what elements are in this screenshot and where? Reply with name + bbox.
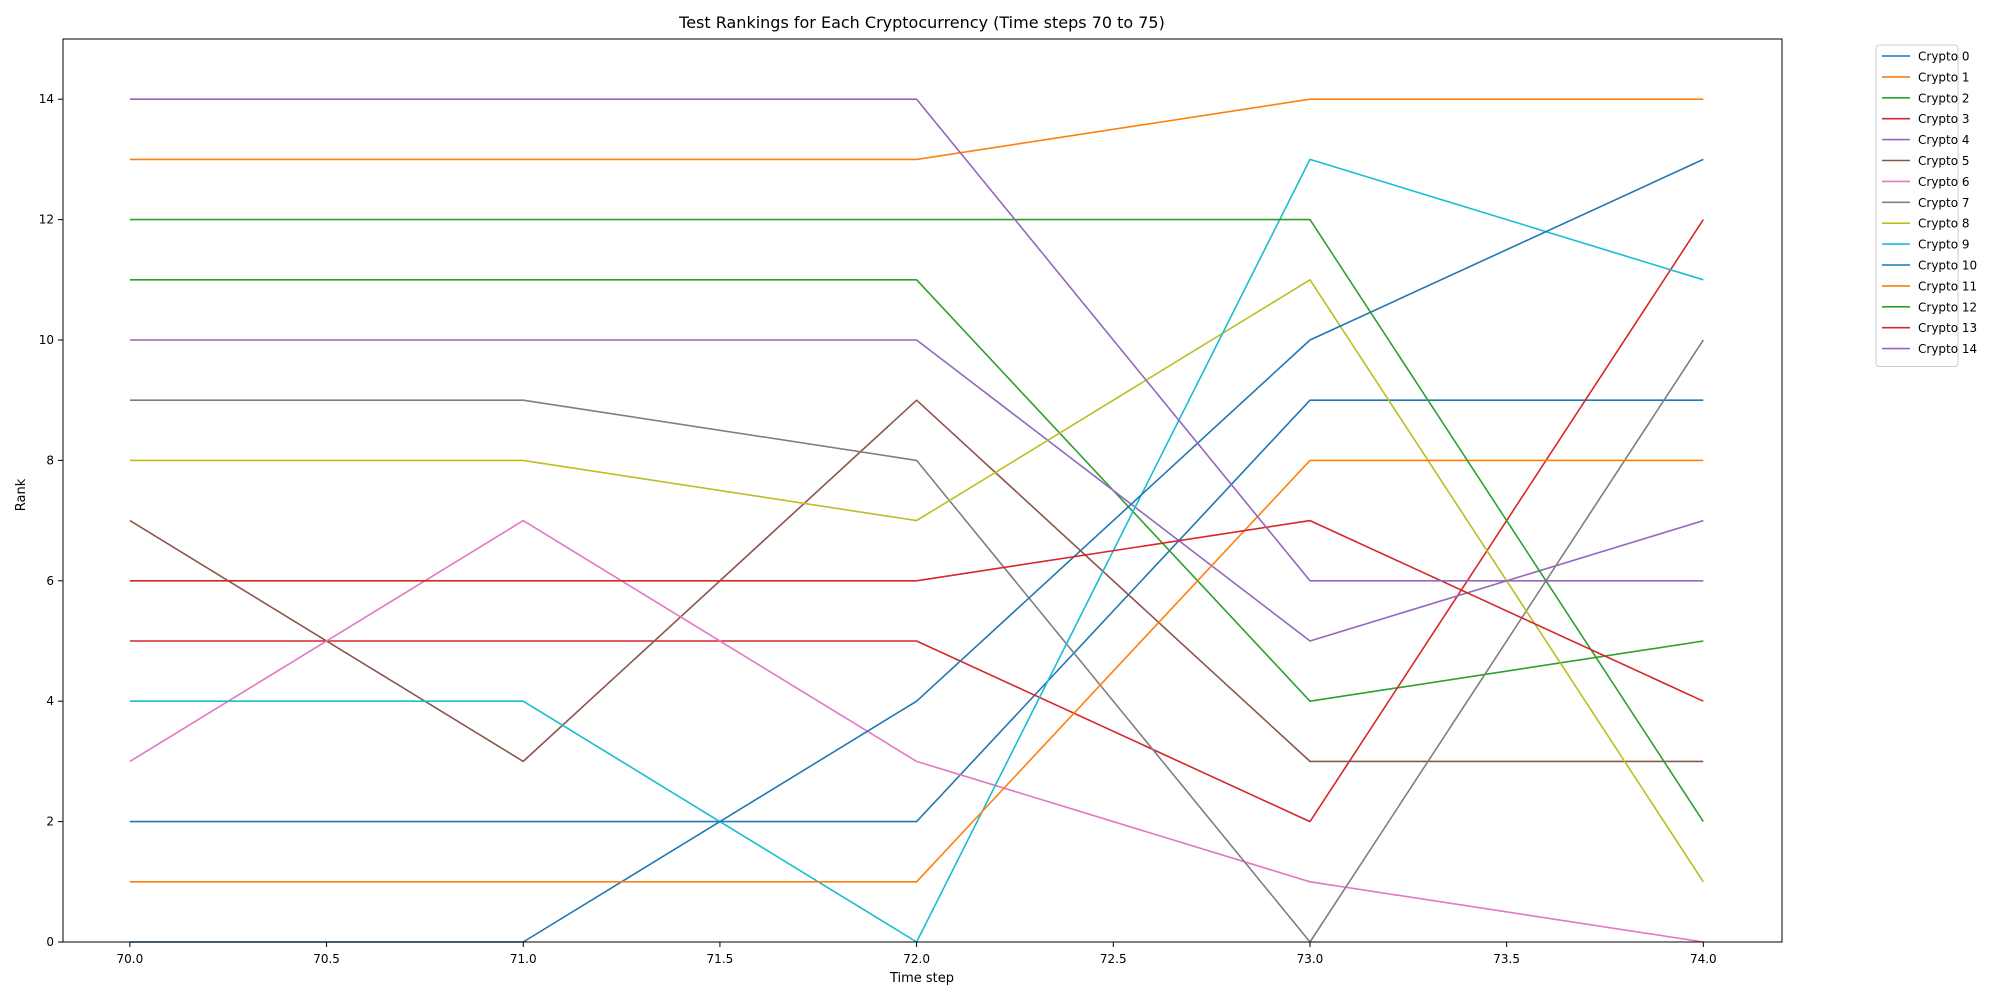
y-tick-label: 10	[39, 333, 54, 347]
series-line-crypto-11	[129, 459, 1704, 883]
plot-area	[62, 38, 1783, 943]
series-line-crypto-7	[129, 339, 1704, 943]
legend-label-crypto-10: Crypto 10	[1918, 259, 1977, 273]
series-line-crypto-5	[129, 399, 1704, 763]
y-axis: 0 2 4 6 8 10 12 14	[39, 92, 63, 949]
series-line-crypto-2	[129, 278, 1704, 703]
legend-label-crypto-2: Crypto 2	[1918, 91, 1970, 105]
y-tick-label: 0	[46, 935, 54, 949]
series-line-crypto-9	[129, 158, 1704, 943]
y-tick-label: 12	[39, 213, 54, 227]
y-tick-label: 6	[46, 574, 54, 588]
chart-title: Test Rankings for Each Cryptocurrency (T…	[678, 13, 1165, 32]
legend-label-crypto-9: Crypto 9	[1918, 238, 1970, 252]
y-axis-label: Rank	[14, 478, 29, 511]
x-tick-label: 73.5	[1493, 952, 1520, 966]
legend-label-crypto-7: Crypto 7	[1918, 196, 1970, 210]
x-tick-label: 71.0	[510, 952, 537, 966]
x-tick-label: 72.5	[1100, 952, 1127, 966]
series-line-crypto-12	[129, 218, 1704, 823]
x-tick-label: 74.0	[1690, 952, 1717, 966]
x-tick-label: 70.0	[117, 952, 144, 966]
series-line-crypto-13	[129, 519, 1704, 702]
x-tick-label: 71.5	[707, 952, 734, 966]
series-line-crypto-10	[129, 158, 1704, 943]
series-line-crypto-3	[129, 219, 1704, 823]
legend-label-crypto-8: Crypto 8	[1918, 217, 1970, 231]
x-tick-label: 72.0	[903, 952, 930, 966]
x-tick-label: 73.0	[1297, 952, 1324, 966]
legend-label-crypto-3: Crypto 3	[1918, 112, 1970, 126]
x-axis-label: Time step	[889, 971, 954, 986]
series-line-crypto-14	[129, 98, 1704, 582]
legend-label-crypto-11: Crypto 11	[1918, 279, 1977, 293]
legend-label-crypto-14: Crypto 14	[1918, 342, 1977, 356]
legend-label-crypto-5: Crypto 5	[1918, 154, 1970, 168]
y-tick-label: 4	[46, 694, 54, 708]
legend-label-crypto-0: Crypto 0	[1918, 50, 1970, 64]
legend-label-crypto-12: Crypto 12	[1918, 300, 1977, 314]
series-line-crypto-1	[129, 98, 1704, 161]
series-line-crypto-8	[129, 278, 1704, 883]
legend-label-crypto-1: Crypto 1	[1918, 70, 1970, 84]
legend-label-crypto-4: Crypto 4	[1918, 133, 1970, 147]
x-axis: 70.0 70.5 71.0 71.5 72.0 72.5 73.0 73.5 74.0	[117, 942, 1717, 966]
x-tick-label: 70.5	[313, 952, 340, 966]
y-tick-label: 8	[46, 453, 54, 467]
legend: Crypto 0 Crypto 1 Crypto 2 Crypto 3 Crypto 4…	[1875, 44, 1977, 367]
legend-label-crypto-13: Crypto 13	[1918, 321, 1977, 335]
series-line-crypto-0	[129, 399, 1704, 823]
axes-frame	[62, 38, 1783, 943]
series-line-crypto-4	[129, 339, 1704, 642]
legend-label-crypto-6: Crypto 6	[1918, 175, 1970, 189]
y-tick-label: 2	[46, 815, 54, 829]
series-line-crypto-6	[129, 519, 1704, 943]
y-tick-label: 14	[39, 92, 54, 106]
